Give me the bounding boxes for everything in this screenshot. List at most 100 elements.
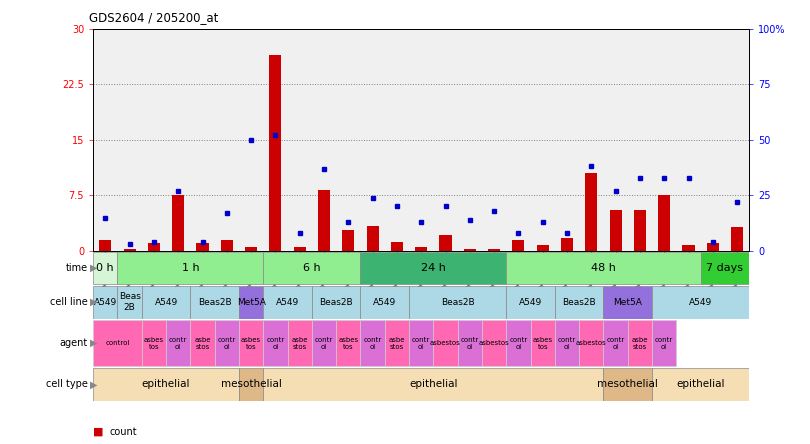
Bar bbox=[415, 247, 428, 251]
Bar bbox=[707, 243, 719, 251]
Text: A549: A549 bbox=[689, 297, 712, 307]
Bar bbox=[293, 247, 305, 251]
Bar bbox=[731, 227, 744, 251]
Bar bbox=[263, 252, 360, 284]
Text: contr
ol: contr ol bbox=[607, 337, 625, 350]
Text: A549: A549 bbox=[155, 297, 177, 307]
Text: control: control bbox=[105, 340, 130, 346]
Text: contr
ol: contr ol bbox=[509, 337, 527, 350]
Bar bbox=[123, 249, 136, 251]
Text: ▶: ▶ bbox=[90, 297, 97, 307]
Text: asbestos: asbestos bbox=[576, 340, 607, 346]
Text: Beas2B: Beas2B bbox=[562, 297, 596, 307]
Bar bbox=[336, 320, 360, 366]
Bar bbox=[148, 243, 160, 251]
Text: A549: A549 bbox=[373, 297, 396, 307]
Bar bbox=[603, 286, 652, 318]
Text: Beas2B: Beas2B bbox=[441, 297, 475, 307]
Bar bbox=[190, 320, 215, 366]
Bar bbox=[263, 286, 312, 318]
Bar bbox=[658, 195, 670, 251]
Bar bbox=[579, 320, 603, 366]
Bar bbox=[239, 286, 263, 318]
Text: 24 h: 24 h bbox=[421, 263, 446, 273]
Text: 7 days: 7 days bbox=[706, 263, 744, 273]
Bar bbox=[652, 286, 749, 318]
Bar bbox=[610, 210, 622, 251]
Bar bbox=[312, 286, 360, 318]
Bar bbox=[312, 320, 336, 366]
Text: 0 h: 0 h bbox=[96, 263, 114, 273]
Bar bbox=[360, 320, 385, 366]
Bar bbox=[239, 320, 263, 366]
Text: Beas2B: Beas2B bbox=[198, 297, 232, 307]
Text: cell type: cell type bbox=[45, 379, 87, 389]
Bar bbox=[190, 286, 239, 318]
Bar bbox=[536, 245, 549, 251]
Bar bbox=[561, 238, 573, 251]
Text: contr
ol: contr ol bbox=[558, 337, 576, 350]
Text: mesothelial: mesothelial bbox=[220, 379, 282, 389]
Text: 48 h: 48 h bbox=[591, 263, 616, 273]
Bar bbox=[463, 249, 476, 251]
Text: Met5A: Met5A bbox=[237, 297, 266, 307]
Bar bbox=[93, 286, 117, 318]
Text: 1 h: 1 h bbox=[181, 263, 199, 273]
Text: ▶: ▶ bbox=[90, 263, 97, 273]
Bar bbox=[701, 252, 749, 284]
Bar bbox=[220, 240, 233, 251]
Bar bbox=[482, 320, 506, 366]
Text: ▶: ▶ bbox=[90, 338, 97, 348]
Text: contr
ol: contr ol bbox=[461, 337, 479, 350]
Text: asbe
stos: asbe stos bbox=[389, 337, 405, 350]
Text: Beas2B: Beas2B bbox=[319, 297, 353, 307]
Text: asbe
stos: asbe stos bbox=[194, 337, 211, 350]
Bar bbox=[117, 252, 263, 284]
Bar bbox=[531, 320, 555, 366]
Text: contr
ol: contr ol bbox=[655, 337, 673, 350]
Bar bbox=[555, 320, 579, 366]
Text: contr
ol: contr ol bbox=[169, 337, 187, 350]
Text: Beas
2B: Beas 2B bbox=[118, 293, 141, 312]
Text: asbes
tos: asbes tos bbox=[144, 337, 164, 350]
Bar bbox=[172, 195, 185, 251]
Bar bbox=[652, 320, 676, 366]
Text: contr
ol: contr ol bbox=[315, 337, 333, 350]
Bar bbox=[360, 252, 506, 284]
Text: epithelial: epithelial bbox=[676, 379, 725, 389]
Bar bbox=[603, 320, 628, 366]
Bar bbox=[93, 368, 239, 400]
Bar bbox=[360, 286, 409, 318]
Bar bbox=[585, 173, 597, 251]
Bar bbox=[628, 320, 652, 366]
Bar bbox=[318, 190, 330, 251]
Text: asbe
stos: asbe stos bbox=[292, 337, 308, 350]
Bar bbox=[215, 320, 239, 366]
Text: contr
ol: contr ol bbox=[218, 337, 236, 350]
Text: asbestos: asbestos bbox=[479, 340, 509, 346]
Text: 6 h: 6 h bbox=[303, 263, 321, 273]
Bar bbox=[117, 286, 142, 318]
Text: count: count bbox=[109, 427, 137, 436]
Bar bbox=[439, 235, 452, 251]
Bar bbox=[555, 286, 603, 318]
Bar bbox=[239, 368, 263, 400]
Text: cell line: cell line bbox=[49, 297, 87, 307]
Text: Met5A: Met5A bbox=[613, 297, 642, 307]
Bar bbox=[409, 286, 506, 318]
Bar bbox=[93, 320, 142, 366]
Bar bbox=[652, 368, 749, 400]
Text: GDS2604 / 205200_at: GDS2604 / 205200_at bbox=[89, 12, 219, 24]
Bar bbox=[634, 210, 646, 251]
Bar bbox=[142, 320, 166, 366]
Text: asbes
tos: asbes tos bbox=[241, 337, 261, 350]
Bar bbox=[433, 320, 458, 366]
Bar bbox=[458, 320, 482, 366]
Bar bbox=[506, 286, 555, 318]
Bar bbox=[506, 320, 531, 366]
Bar bbox=[603, 368, 652, 400]
Bar bbox=[245, 247, 258, 251]
Bar bbox=[366, 226, 379, 251]
Bar bbox=[488, 249, 501, 251]
Text: contr
ol: contr ol bbox=[266, 337, 284, 350]
